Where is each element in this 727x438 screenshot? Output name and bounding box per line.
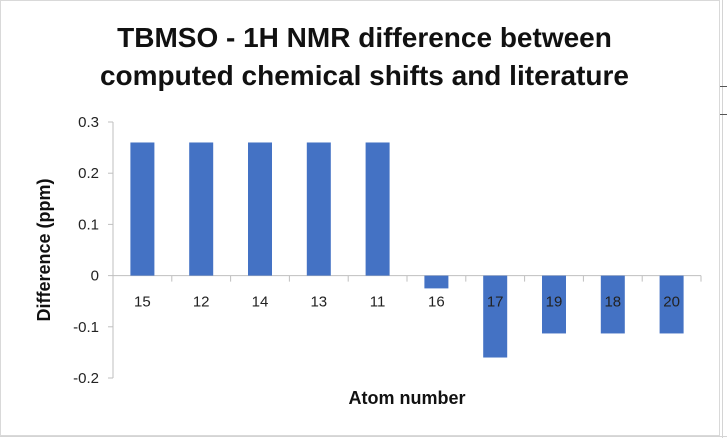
bar-17: [483, 275, 508, 358]
bar-14: [248, 142, 272, 276]
chart-title: TBMSO - 1H NMR difference between comput…: [1, 19, 727, 95]
x-tick-label: 12: [193, 294, 210, 311]
bar-11: [365, 142, 390, 276]
sheet-gridline: [720, 86, 727, 87]
x-tick-label: 14: [252, 294, 269, 311]
bar-20: [659, 275, 684, 334]
y-tick-label: -0.1: [73, 319, 99, 336]
bar-18: [600, 275, 625, 334]
x-tick-label: 19: [546, 294, 563, 311]
bar-15: [130, 142, 155, 276]
sheet-gridline: [0, 436, 727, 437]
y-tick-label: -0.2: [73, 370, 99, 387]
x-tick-label: 20: [663, 294, 680, 311]
x-tick-label: 18: [604, 294, 621, 311]
y-tick-label: 0.2: [78, 165, 99, 182]
y-tick-label: 0: [91, 268, 99, 285]
x-tick-label: 16: [428, 294, 445, 311]
chart-title-line-1: TBMSO - 1H NMR difference between: [117, 22, 612, 53]
y-tick-label: 0.1: [78, 216, 99, 233]
bar-16: [424, 275, 449, 289]
chart-title-line-2: computed chemical shifts and literature: [99, 60, 630, 91]
y-tick-label: 0.3: [78, 114, 99, 131]
bar-12: [189, 142, 214, 276]
x-tick-label: 11: [370, 294, 386, 311]
y-axis-title: Difference (ppm): [34, 178, 54, 321]
x-tick-label: 15: [134, 294, 151, 311]
bar-19: [542, 275, 566, 334]
x-tick-label: 13: [310, 294, 327, 311]
sheet-gridline: [720, 114, 727, 115]
sheet-gridline: [722, 0, 723, 438]
bar-13: [306, 142, 331, 276]
x-axis-title: Atom number: [349, 388, 466, 408]
x-tick-label: 17: [487, 294, 504, 311]
